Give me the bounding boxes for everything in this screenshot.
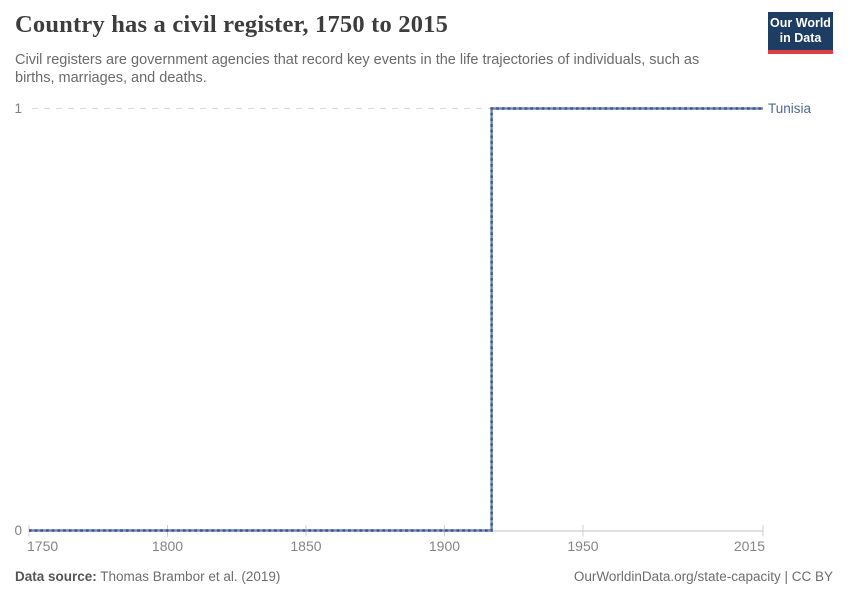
subtitle-line-2: births, marriages, and deaths. [15,69,207,86]
x-tick-label: 1950 [567,538,599,554]
data-source-label: Data source: [15,569,97,584]
footer-license-link[interactable]: OurWorldinData.org/state-capacity | CC B… [573,569,833,584]
x-tick-label: 1850 [290,538,322,554]
x-tick-label: 1800 [151,538,184,554]
x-tick-label: 2015 [733,538,765,554]
logo-text-line-2: in Data [779,31,822,45]
data-line-markers [29,107,763,532]
chart-subtitle: Civil registers are government agencies … [15,52,699,87]
chart-footer: Data source: Thomas Brambor et al. (2019… [0,567,850,589]
data-source-text: Thomas Brambor et al. (2019) [96,569,281,584]
x-tick-label: 1900 [428,538,461,554]
data-line[interactable] [29,107,763,532]
series-label-tunisia[interactable]: Tunisia [768,101,812,116]
logo-text-line-1: Our World [770,16,831,30]
y-tick-label-1: 1 [14,101,22,116]
y-tick-label-0: 0 [14,523,22,538]
owid-logo[interactable]: Our World in Data [768,12,833,54]
subtitle-line-1: Civil registers are government agencies … [15,52,700,68]
x-tick-label: 1750 [27,538,59,554]
data-source: Data source: Thomas Brambor et al. (2019… [15,569,280,584]
chart-title: Country has a civil register, 1750 to 20… [15,11,449,38]
